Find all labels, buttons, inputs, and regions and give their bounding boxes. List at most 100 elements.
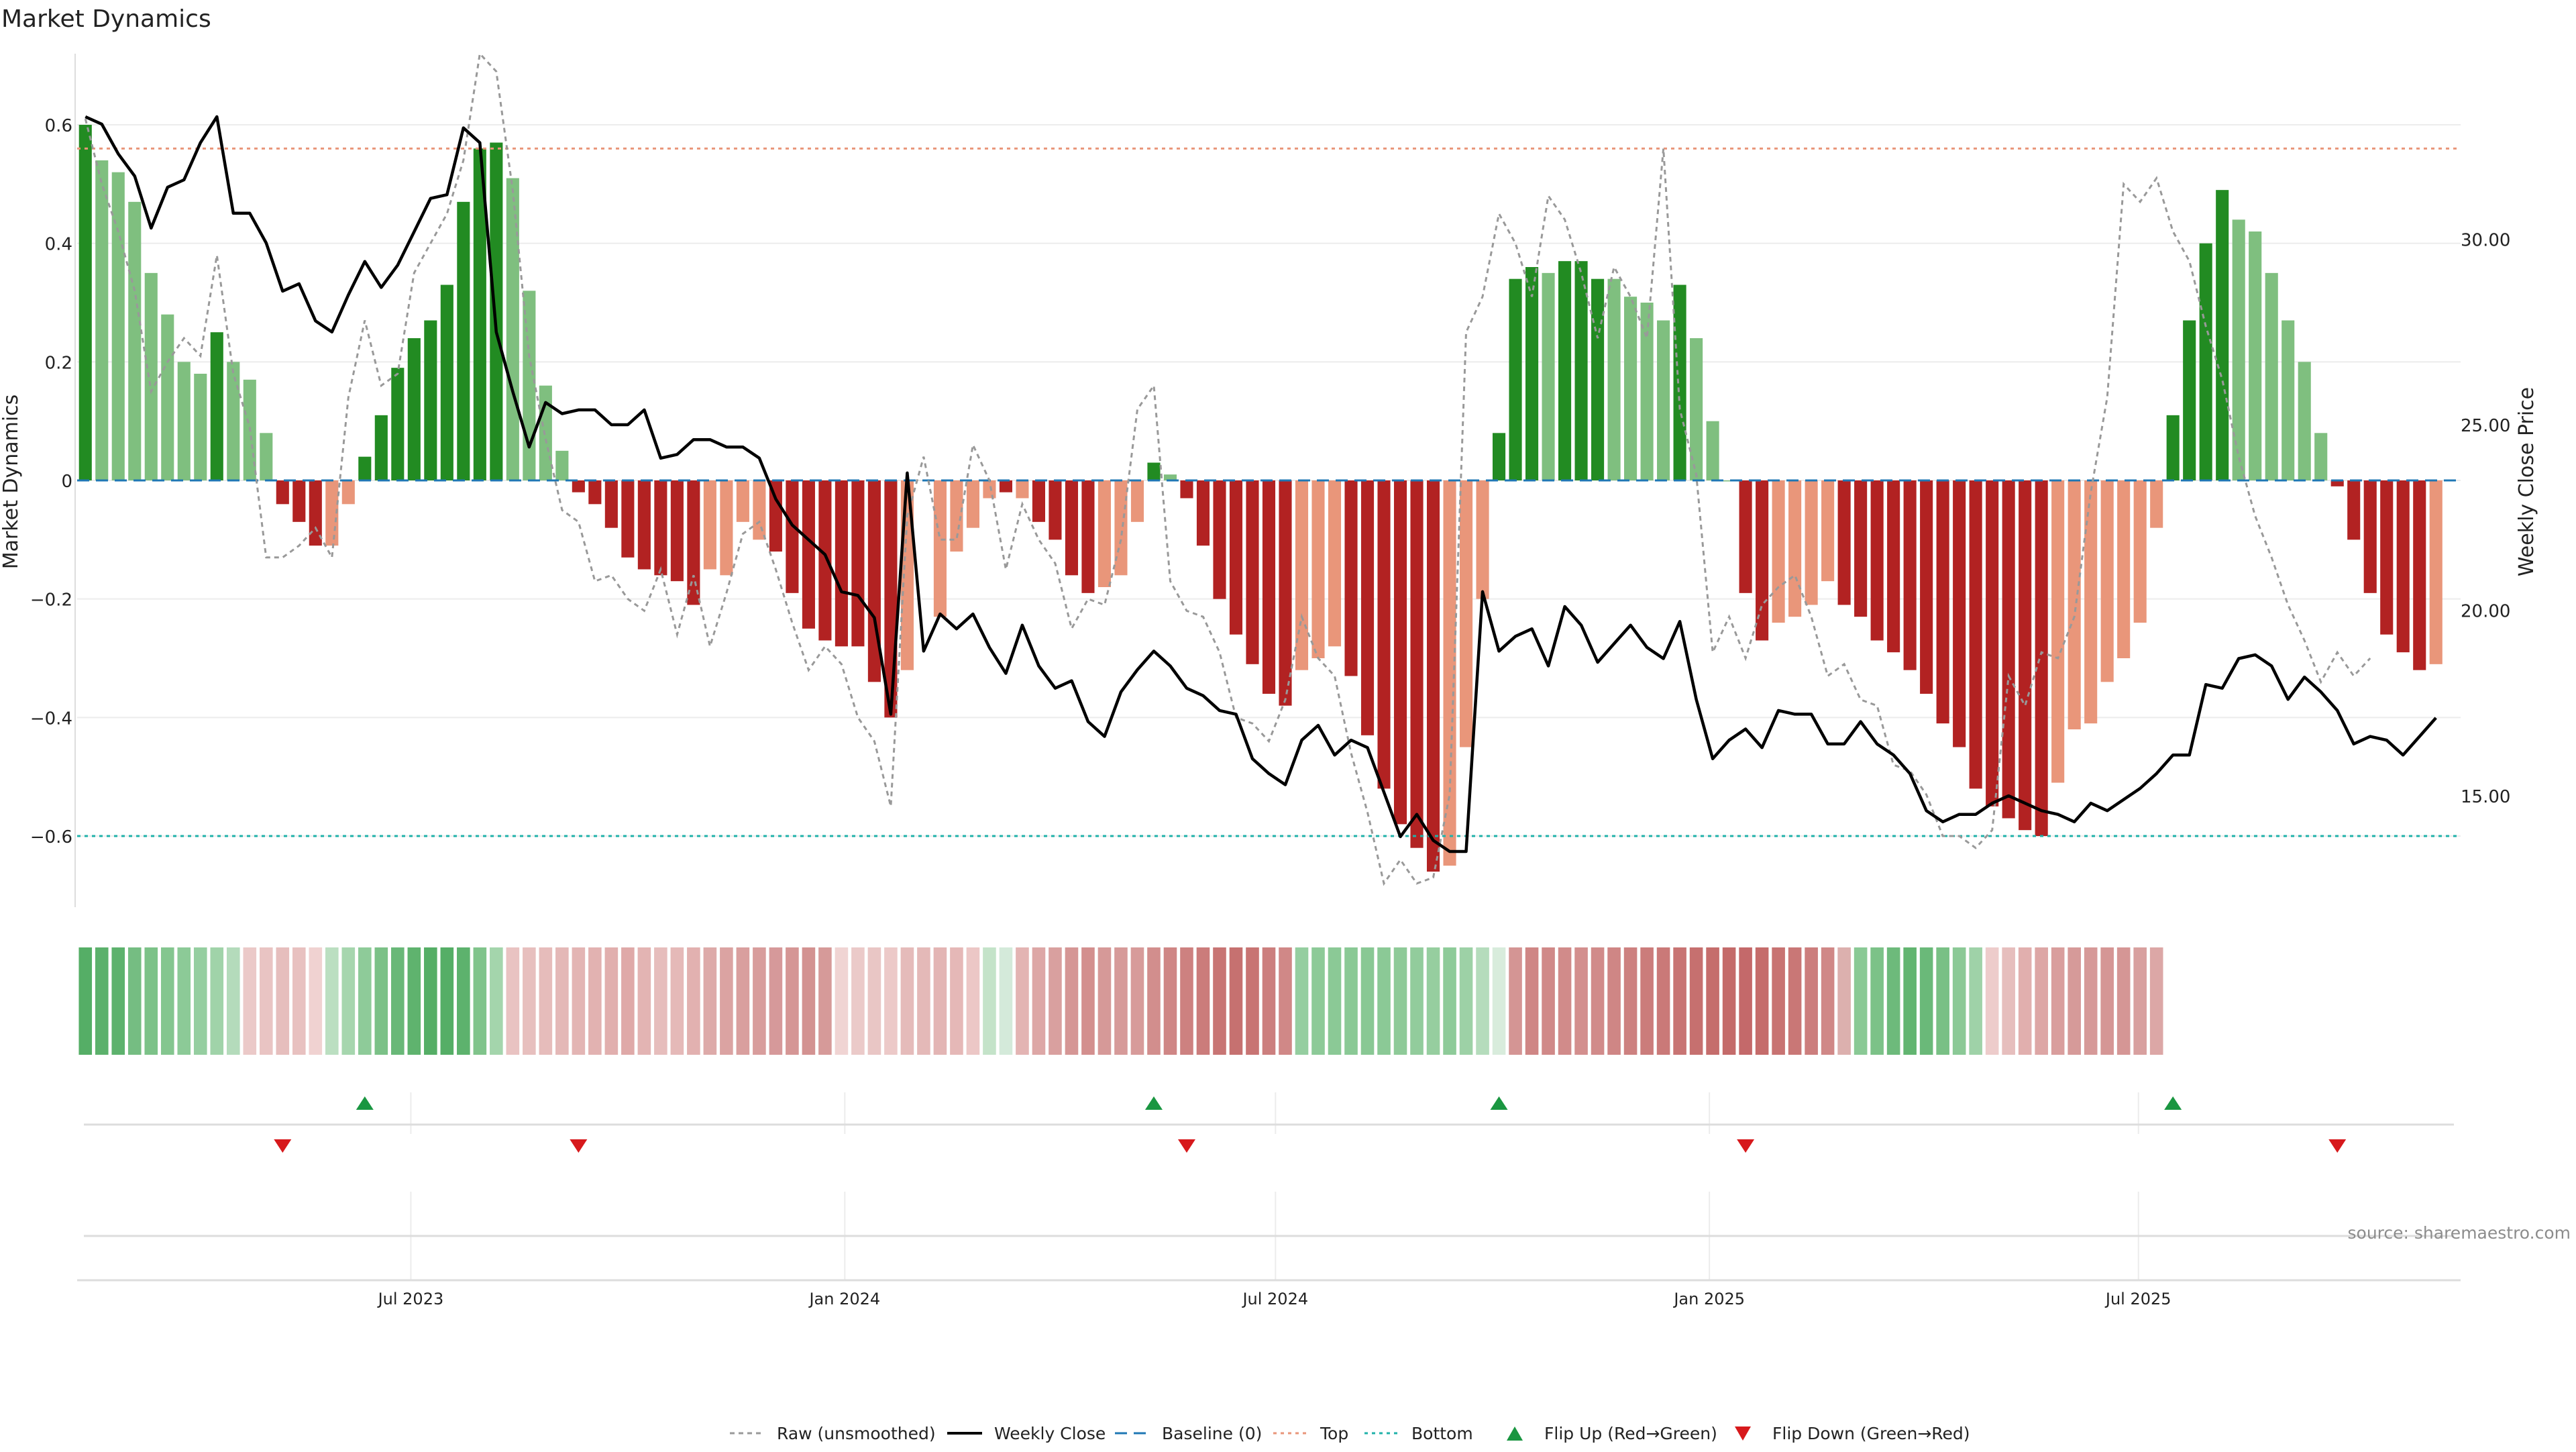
heat-cell <box>424 947 437 1055</box>
heat-cell <box>1476 947 1489 1055</box>
heat-cell <box>621 947 635 1055</box>
dynamics-bar <box>1081 480 1095 593</box>
heat-cell <box>325 947 339 1055</box>
dynamics-bar <box>2396 480 2410 653</box>
grid-lines <box>77 124 2461 1280</box>
heat-cell <box>2149 947 2163 1055</box>
dynamics-bar <box>1607 278 1621 480</box>
heat-cell <box>1886 947 1900 1055</box>
dynamics-bar <box>1032 480 1046 522</box>
heat-cell <box>1623 947 1638 1055</box>
dynamics-bar <box>720 480 733 576</box>
heat-cell <box>2018 947 2032 1055</box>
dynamics-bar <box>1476 480 1489 599</box>
heat-cell <box>111 947 125 1055</box>
y-tick-label: −0.4 <box>30 709 72 729</box>
dynamics-bar <box>1805 480 1818 605</box>
heat-cell <box>1279 947 1292 1055</box>
dynamics-bar <box>1443 480 1456 866</box>
heat-cell <box>1706 947 1719 1055</box>
dynamics-bar <box>2100 480 2114 682</box>
heat-cell <box>127 947 142 1055</box>
dynamics-bar <box>391 368 405 480</box>
heat-cell <box>786 947 799 1055</box>
heat-cell <box>1410 947 1424 1055</box>
heat-cell <box>818 947 832 1055</box>
reference-lines <box>77 147 2461 837</box>
dynamics-bar <box>1558 261 1572 480</box>
heat-cell <box>2035 947 2048 1055</box>
legend-swatch <box>1507 1427 1523 1441</box>
heat-cell <box>1459 947 1473 1055</box>
dynamics-bar <box>637 480 651 570</box>
lower-panel <box>77 1235 2461 1282</box>
dynamics-bar <box>1360 480 1375 735</box>
heat-cell <box>1097 947 1112 1055</box>
heat-cell <box>1739 947 1752 1055</box>
heat-cell <box>983 947 996 1055</box>
dynamics-bar <box>2019 480 2032 831</box>
heat-cell <box>407 947 421 1055</box>
dynamics-bar <box>95 160 109 480</box>
legend-label: Weekly Close <box>994 1424 1106 1443</box>
heat-cell <box>1542 947 1555 1055</box>
heat-cell <box>1969 947 1982 1055</box>
heat-cell <box>1032 947 1046 1055</box>
flip-down-marker <box>274 1139 292 1153</box>
dynamics-bar <box>1920 480 1933 694</box>
heat-cell <box>309 947 323 1055</box>
legend-label: Flip Down (Green→Red) <box>1772 1424 1970 1443</box>
heat-cell <box>1492 947 1506 1055</box>
flip-down-marker <box>570 1139 588 1153</box>
dynamics-bar <box>1328 480 1342 647</box>
flip-markers <box>84 1096 2454 1153</box>
dynamics-bar <box>210 332 223 480</box>
heat-cell <box>1903 947 1917 1055</box>
x-tick-label: Jul 2025 <box>2104 1290 2171 1308</box>
heat-cell <box>555 947 569 1055</box>
heat-cell <box>506 947 520 1055</box>
heat-cell <box>1591 947 1605 1055</box>
heat-cell <box>523 947 536 1055</box>
dynamics-bar <box>2232 219 2245 480</box>
heat-cell <box>374 947 388 1055</box>
dynamics-bar <box>440 284 453 480</box>
dynamics-bar <box>1097 480 1112 587</box>
y-tick-label: −0.2 <box>30 590 72 611</box>
dynamics-bar <box>2380 480 2394 635</box>
dynamics-bar <box>1574 261 1588 480</box>
dynamics-bar <box>2150 480 2163 528</box>
heat-cell <box>654 947 667 1055</box>
heat-cell <box>1722 947 1736 1055</box>
dynamics-bar <box>1739 480 1752 593</box>
heat-cell <box>2133 947 2147 1055</box>
heat-cell <box>1295 947 1309 1055</box>
heat-cell <box>2002 947 2015 1055</box>
heat-cell <box>884 947 898 1055</box>
flip-up-marker <box>356 1096 374 1110</box>
heat-cell <box>1344 947 1358 1055</box>
flip-down-marker <box>2328 1139 2347 1153</box>
heat-cell <box>703 947 717 1055</box>
dynamics-bar <box>2183 320 2196 480</box>
heat-cell <box>1328 947 1342 1055</box>
dynamics-bar <box>1509 278 1522 480</box>
dynamics-bar <box>1542 272 1555 480</box>
dynamics-bar <box>1344 480 1358 676</box>
dynamics-bar <box>999 480 1013 492</box>
heat-cell <box>1805 947 1818 1055</box>
dynamics-bar <box>1690 338 1703 480</box>
heat-cell <box>572 947 586 1055</box>
dynamics-bar <box>670 480 684 582</box>
heat-cell <box>2116 947 2131 1055</box>
dynamics-bar <box>983 480 996 499</box>
dynamics-bar <box>1279 480 1292 706</box>
heat-cell <box>867 947 881 1055</box>
heat-cell <box>1246 947 1259 1055</box>
dynamics-bar <box>1130 480 1144 522</box>
heat-cell <box>292 947 306 1055</box>
dynamics-bar <box>276 480 289 505</box>
heat-cell <box>1065 947 1079 1055</box>
heat-cell <box>588 947 602 1055</box>
